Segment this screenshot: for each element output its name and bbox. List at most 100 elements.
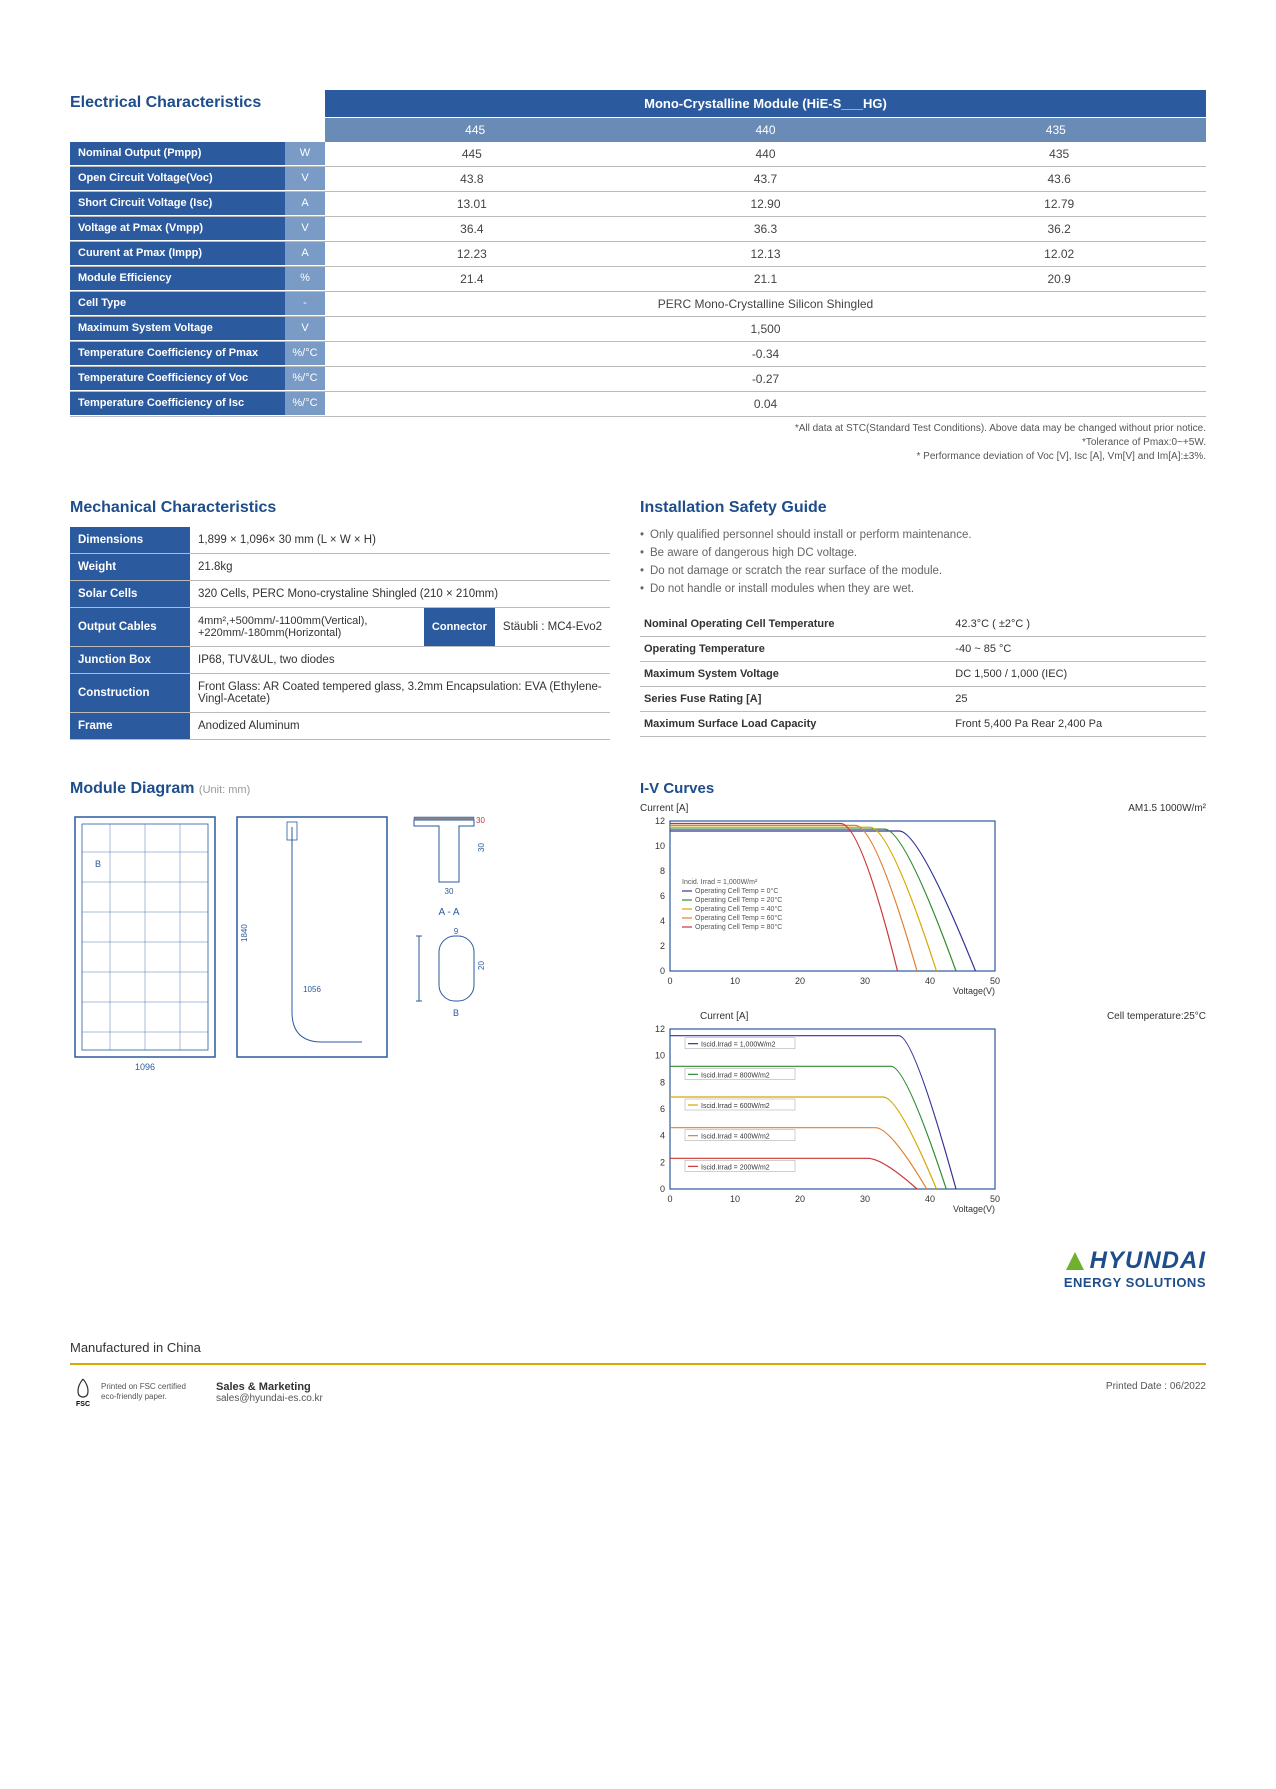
elec-row-full: Temperature Coefficiency of Pmax%/°C-0.3… [70, 342, 1206, 367]
svg-text:10: 10 [655, 1051, 665, 1061]
elec-row: Short Circuit Voltage (Isc)A13.0112.9012… [70, 192, 1206, 217]
svg-text:Iscid.Irrad = 800W/m2: Iscid.Irrad = 800W/m2 [701, 1072, 770, 1079]
svg-text:40: 40 [925, 976, 935, 986]
mechanical-section: Mechanical Characteristics Dimensions1,8… [70, 499, 610, 740]
svg-text:9: 9 [454, 928, 459, 936]
elec-row: Voltage at Pmax (Vmpp)V36.436.336.2 [70, 217, 1206, 242]
svg-text:0: 0 [667, 976, 672, 986]
svg-text:8: 8 [660, 1077, 665, 1087]
svg-text:4: 4 [660, 916, 665, 926]
elec-footnotes: *All data at STC(Standard Test Condition… [70, 422, 1206, 464]
svg-text:Operating Cell Temp = 60°C: Operating Cell Temp = 60°C [695, 914, 782, 922]
svg-text:30: 30 [860, 1194, 870, 1204]
rating-row: Operating Temperature-40 ~ 85 °C [640, 637, 1206, 662]
elec-row-full: Maximum System VoltageV1,500 [70, 317, 1206, 342]
svg-text:12: 12 [655, 1024, 665, 1034]
elec-row-full: Temperature Coefficiency of Voc%/°C-0.27 [70, 367, 1206, 392]
svg-text:20: 20 [795, 976, 805, 986]
elec-models-row: 445 440 435 [325, 118, 1206, 142]
svg-text:10: 10 [655, 841, 665, 851]
svg-text:Iscid.Irrad = 400W/m2: Iscid.Irrad = 400W/m2 [701, 1134, 770, 1141]
elec-row: Module Efficiency%21.421.120.9 [70, 267, 1206, 292]
rating-row: Maximum Surface Load CapacityFront 5,400… [640, 712, 1206, 737]
svg-text:4: 4 [660, 1131, 665, 1141]
sales-contact: Sales & Marketing sales@hyundai-es.co.kr [216, 1381, 323, 1404]
svg-text:0: 0 [660, 1184, 665, 1194]
mech-title: Mechanical Characteristics [70, 499, 610, 517]
elec-row: Cuurent at Pmax (Impp)A12.2312.1312.02 [70, 242, 1206, 267]
svg-text:6: 6 [660, 1104, 665, 1114]
rating-row: Maximum System VoltageDC 1,500 / 1,000 (… [640, 662, 1206, 687]
iv-chart-irrad: 0 2 4 6 8 10 12 0 10 20 30 40 50Voltage(V) Iscid.Irra… [640, 1024, 1000, 1214]
elec-header: Mono-Crystalline Module (HiE-S___HG) [325, 90, 1206, 118]
svg-text:Iscid.Irrad = 200W/m2: Iscid.Irrad = 200W/m2 [701, 1164, 770, 1171]
electrical-section: Electrical Characteristics Mono-Crystall… [70, 90, 1206, 464]
diagram-unit: (Unit: mm) [199, 784, 250, 796]
svg-text:1056: 1056 [303, 985, 321, 994]
svg-text:0: 0 [660, 966, 665, 976]
model-2: 435 [911, 123, 1201, 137]
elec-row: Nominal Output (Pmpp)W445440435 [70, 142, 1206, 167]
svg-text:30: 30 [860, 976, 870, 986]
svg-text:2: 2 [660, 941, 665, 951]
svg-text:Operating Cell Temp = 20°C: Operating Cell Temp = 20°C [695, 896, 782, 904]
panel-back-svg: 1056 1840 [232, 812, 392, 1072]
charts-title: I-V Curves [640, 780, 1206, 797]
iv-chart-temp: 0 2 4 6 8 10 12 0 10 20 30 40 50Voltage(V) Incid. Irr… [640, 816, 1000, 996]
svg-text:6: 6 [660, 891, 665, 901]
svg-text:Voltage(V): Voltage(V) [953, 1204, 995, 1214]
svg-text:30: 30 [477, 843, 486, 852]
ratings-table: Nominal Operating Cell Temperature42.3°C… [640, 612, 1206, 737]
frame-profile-svg: 30 30 30 [404, 812, 494, 897]
svg-text:B: B [453, 1008, 459, 1018]
safety-section: Installation Safety Guide Only qualified… [640, 499, 1206, 740]
svg-text:1096: 1096 [135, 1062, 155, 1072]
diagram-title: Module Diagram [70, 780, 194, 797]
rating-row: Nominal Operating Cell Temperature42.3°C… [640, 612, 1206, 637]
svg-text:Incid. Irrad = 1,000W/m²: Incid. Irrad = 1,000W/m² [682, 879, 758, 886]
elec-row-full: Temperature Coefficiency of Isc%/°C0.04 [70, 392, 1206, 417]
model-1: 440 [620, 123, 910, 137]
hyundai-logo: HYUNDAI ENERGY SOLUTIONS [1064, 1247, 1206, 1290]
accent-bar [70, 1363, 1206, 1365]
svg-text:20: 20 [795, 1194, 805, 1204]
safety-title: Installation Safety Guide [640, 499, 1206, 517]
footer-row: FSC Printed on FSC certified eco-friendl… [70, 1377, 1206, 1407]
svg-text:Operating Cell Temp = 80°C: Operating Cell Temp = 80°C [695, 923, 782, 931]
logo-triangle-icon [1064, 1250, 1086, 1272]
elec-row: Open Circuit Voltage(Voc)V43.843.743.6 [70, 167, 1206, 192]
svg-text:0: 0 [667, 1194, 672, 1204]
elec-title: Electrical Characteristics [70, 94, 325, 112]
svg-text:1840: 1840 [240, 924, 249, 942]
svg-text:12: 12 [655, 816, 665, 826]
svg-text:20: 20 [477, 961, 486, 970]
svg-text:Operating Cell Temp = 40°C: Operating Cell Temp = 40°C [695, 905, 782, 913]
svg-text:50: 50 [990, 1194, 1000, 1204]
fsc-icon: FSC [70, 1377, 96, 1407]
svg-text:50: 50 [990, 976, 1000, 986]
svg-text:10: 10 [730, 976, 740, 986]
svg-text:Operating Cell Temp = 0°C: Operating Cell Temp = 0°C [695, 887, 778, 895]
svg-text:40: 40 [925, 1194, 935, 1204]
manufactured-label: Manufactured in China [70, 1340, 1206, 1355]
printed-date: Printed Date : 06/2022 [1106, 1381, 1206, 1392]
fsc-badge: FSC Printed on FSC certified eco-friendl… [70, 1377, 201, 1407]
svg-text:FSC: FSC [76, 1401, 90, 1407]
svg-text:30: 30 [445, 887, 454, 896]
svg-text:30: 30 [476, 816, 485, 825]
elec-row-full: Cell Type-PERC Mono-Crystalline Silicon … [70, 292, 1206, 317]
charts-section: I-V Curves Current [A] AM1.5 1000W/m² 02… [640, 780, 1206, 1217]
svg-text:10: 10 [730, 1194, 740, 1204]
svg-text:8: 8 [660, 866, 665, 876]
safety-list: Only qualified personnel should install … [640, 527, 1206, 597]
svg-text:Iscid.Irrad = 1,000W/m2: Iscid.Irrad = 1,000W/m2 [701, 1042, 776, 1049]
svg-text:2: 2 [660, 1157, 665, 1167]
diagram-section: Module Diagram (Unit: mm) B 1096 [70, 780, 610, 1217]
model-0: 445 [330, 123, 620, 137]
rating-row: Series Fuse Rating [A]25 [640, 687, 1206, 712]
panel-front-svg: B 1096 [70, 812, 220, 1072]
junction-box-svg: 9 20 B [404, 928, 494, 1018]
svg-text:B: B [95, 859, 101, 869]
svg-text:Voltage(V): Voltage(V) [953, 986, 995, 996]
svg-text:Iscid.Irrad = 600W/m2: Iscid.Irrad = 600W/m2 [701, 1103, 770, 1110]
